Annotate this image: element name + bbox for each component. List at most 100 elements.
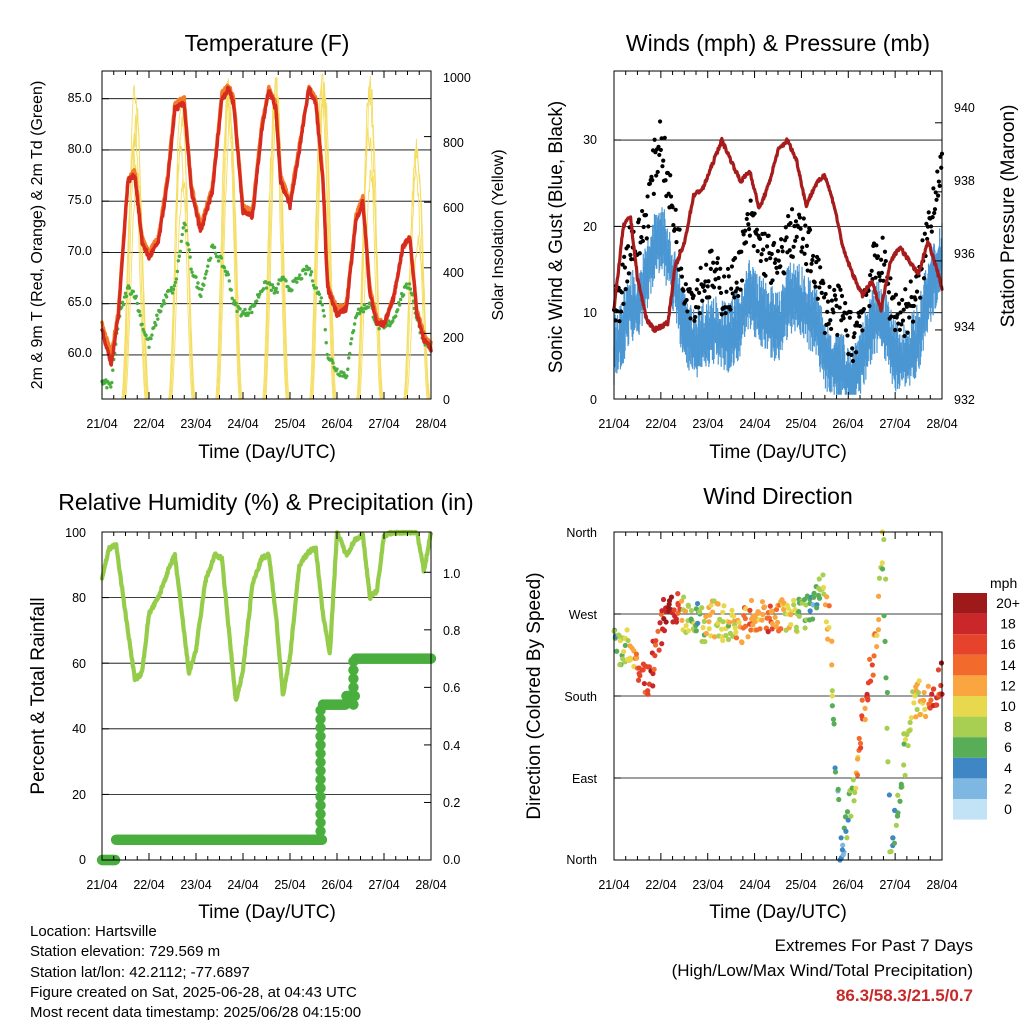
humidity-ticks: [101, 531, 432, 861]
wind-direction-point: [816, 595, 823, 601]
temperature-ytick-right-label: 0: [443, 393, 450, 407]
dewpoint-point: [314, 286, 319, 290]
latest-timestamp: Most recent data timestamp: 2025/06/28 0…: [30, 1004, 362, 1022]
wind-direction-point: [891, 840, 898, 846]
gust-point: [897, 327, 902, 332]
dewpoint-point: [205, 269, 209, 273]
wind-direction-point: [851, 798, 857, 804]
gust-point: [695, 277, 700, 283]
wind-direction-point: [646, 664, 653, 670]
gust-point: [881, 278, 886, 283]
gust-point: [847, 315, 852, 320]
pressure-line: [612, 136, 944, 333]
gust-point: [784, 235, 789, 240]
dewpoint-point: [347, 356, 351, 360]
humidity-plot-frame: [101, 531, 432, 861]
wind-direction-point: [890, 835, 896, 841]
dewpoint-point: [307, 267, 312, 271]
wind-direction-point: [811, 590, 817, 596]
wind-direction-point: [700, 624, 706, 631]
rainfall-point: [348, 690, 359, 702]
extremes-subtitle: (High/Low/Max Wind/Total Precipitation): [671, 961, 973, 980]
gust-point: [696, 305, 701, 310]
gust-point: [711, 285, 717, 290]
dewpoint-point: [401, 293, 406, 297]
dewpoint-point: [360, 306, 365, 311]
extremes-title: Extremes For Past 7 Days: [774, 936, 973, 955]
wind-direction-point: [745, 634, 751, 640]
dewpoint-point: [111, 368, 115, 372]
solar-insolation-line: [263, 77, 288, 400]
humidity-ytick-right-label: 0.0: [443, 853, 460, 867]
dewpoint-point: [338, 374, 342, 378]
gust-point: [816, 257, 821, 262]
wind-direction-point: [696, 609, 703, 615]
wind-direction-point: [701, 618, 707, 624]
legend-label: 4: [1004, 760, 1012, 776]
gust-point: [829, 326, 834, 332]
direction-ytick-label: South: [564, 690, 597, 704]
wind-direction-point: [895, 792, 901, 798]
gust-point: [821, 295, 827, 300]
dewpoint-point: [123, 291, 128, 296]
gust-point: [879, 270, 884, 276]
rainfall-point: [315, 739, 326, 751]
gust-point: [939, 165, 944, 170]
direction-xaxis-label: Time (Day/UTC): [709, 902, 847, 923]
gust-point: [660, 164, 665, 169]
wind-direction-point: [706, 626, 712, 632]
wind-direction-point: [938, 660, 945, 666]
dewpoint-point: [202, 283, 206, 287]
winds-xtick-label: 21/04: [598, 417, 629, 431]
dewpoint-point: [159, 309, 163, 313]
wind-direction-point: [747, 607, 753, 613]
temperature-ytick-right-label: 400: [443, 266, 464, 280]
dewpoint-point: [150, 333, 154, 337]
dewpoint-point: [308, 273, 313, 277]
wind-direction-point: [832, 769, 839, 775]
gust-point: [825, 309, 830, 314]
wind-direction-point: [703, 630, 709, 637]
wind-direction-point: [915, 690, 922, 696]
wind-direction-point: [897, 798, 903, 804]
dewpoint-point: [232, 299, 236, 303]
gust-point: [911, 319, 916, 324]
winds-ytick-label: 10: [583, 306, 597, 320]
gust-point: [852, 331, 857, 336]
gust-point: [764, 244, 770, 249]
wind-direction-point: [726, 619, 733, 626]
gust-point: [673, 207, 678, 212]
gust-point: [619, 290, 624, 295]
gust-point: [763, 273, 768, 278]
wind-direction-point: [938, 682, 944, 689]
winds-xtick-label: 26/04: [832, 417, 863, 431]
humidity-ytick-right-label: 1.0: [443, 567, 460, 581]
gust-point: [908, 279, 913, 284]
rainfall-point: [315, 826, 326, 837]
gust-point: [732, 295, 737, 300]
gust-point: [799, 249, 804, 254]
winds-ticks: [613, 71, 943, 400]
dewpoint-point: [256, 295, 261, 299]
gust-point: [652, 137, 657, 142]
gust-point: [850, 346, 855, 351]
gust-point: [918, 295, 923, 300]
wind-direction-point: [923, 713, 929, 720]
dewpoint-point: [197, 286, 201, 291]
winds-ytick-label: 30: [583, 133, 597, 147]
wind-direction-point: [874, 632, 880, 638]
wind-direction-point: [829, 638, 835, 644]
gust-point: [622, 254, 627, 259]
gust-point: [752, 211, 757, 216]
dewpoint-point: [190, 270, 194, 274]
wind-direction-point: [748, 597, 755, 604]
humidity-ytick-label: 40: [72, 722, 86, 736]
gust-point: [704, 262, 709, 267]
direction-xtick-label: 27/04: [879, 878, 910, 892]
dewpoint-point: [121, 302, 126, 307]
wind-direction-point: [840, 842, 846, 848]
gust-point: [850, 358, 856, 364]
gust-point: [747, 233, 752, 238]
wind-direction-point: [702, 638, 708, 645]
wind-direction-point: [759, 599, 766, 605]
